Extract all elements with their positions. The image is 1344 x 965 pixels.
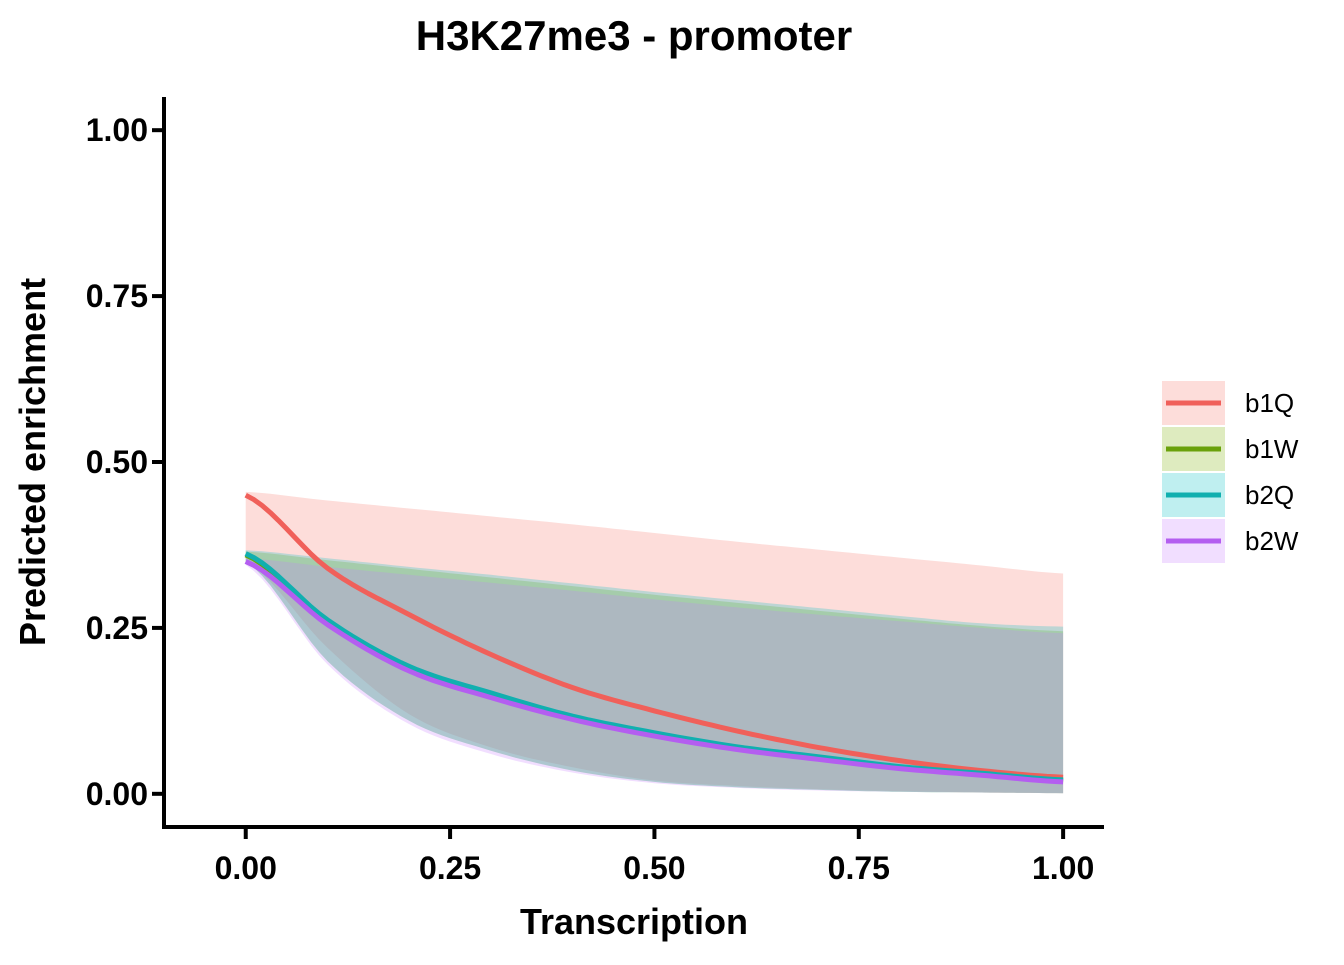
band-b2q — [245, 550, 1064, 794]
y-tick-label: 0.75 — [86, 278, 148, 314]
chart-title: H3K27me3 - promoter — [416, 12, 852, 59]
legend-item-b2q: b2Q — [1162, 473, 1294, 517]
legend-item-b1q: b1Q — [1162, 381, 1294, 425]
confidence-bands — [245, 491, 1064, 794]
line-b2w — [244, 559, 1064, 785]
legend-label: b1Q — [1245, 388, 1294, 418]
x-tick-label: 1.00 — [1032, 850, 1094, 886]
legend-label: b1W — [1245, 434, 1299, 464]
legend: b1Q b1W b2Q b2W — [1162, 381, 1299, 563]
x-tick-label: 0.50 — [623, 850, 685, 886]
axes: 0.00 0.25 0.50 0.75 1.00 0.00 0.25 0.50 0.75 1.00 — [86, 97, 1104, 886]
y-tick-label: 1.00 — [86, 112, 148, 148]
series-lines — [244, 492, 1064, 785]
legend-item-b2w: b2W — [1162, 519, 1299, 563]
y-tick-label: 0.50 — [86, 444, 148, 480]
x-tick-label: 0.25 — [419, 850, 481, 886]
band-b1w — [245, 551, 1064, 794]
band-b1q — [245, 491, 1064, 794]
y-tick-label: 0.00 — [86, 776, 148, 812]
legend-label: b2Q — [1245, 480, 1294, 510]
x-tick-label: 0.00 — [215, 850, 277, 886]
band-b2w — [245, 558, 1064, 794]
x-tick-label: 0.75 — [828, 850, 890, 886]
legend-label: b2W — [1245, 526, 1299, 556]
legend-item-b1w: b1W — [1162, 427, 1299, 471]
y-tick-label: 0.25 — [86, 610, 148, 646]
x-axis-title: Transcription — [520, 901, 748, 942]
y-axis-title: Predicted enrichment — [12, 278, 53, 646]
line-b1q — [244, 492, 1064, 780]
